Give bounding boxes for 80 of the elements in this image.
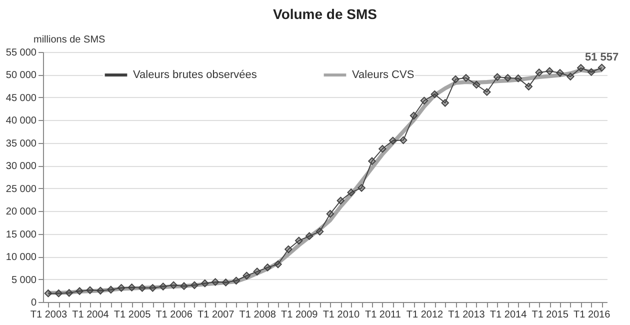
- point: [274, 260, 282, 268]
- y-tick-label: 20 000: [6, 206, 37, 218]
- point: [305, 232, 314, 240]
- point: [483, 88, 491, 96]
- x-tick-label: T1 2008: [239, 310, 276, 320]
- point: [399, 136, 408, 144]
- point: [242, 272, 251, 280]
- point: [452, 75, 460, 84]
- point: [441, 99, 449, 107]
- x-tick-label: T1 2009: [281, 310, 318, 320]
- point: [96, 286, 104, 294]
- point: [201, 280, 209, 288]
- point: [598, 64, 606, 72]
- x-tick-label: T1 2010: [322, 310, 360, 320]
- point: [159, 282, 167, 290]
- point: [170, 281, 178, 290]
- point: [358, 184, 366, 192]
- point: [368, 157, 376, 165]
- y-tick-label: 45 000: [6, 92, 37, 104]
- y-tick-label: 25 000: [6, 184, 37, 195]
- x-tick-label: T1 2006: [156, 310, 193, 320]
- x-tick-label: T1 2003: [30, 310, 68, 320]
- point: [493, 73, 502, 81]
- point: [566, 72, 574, 80]
- legend-label: Valeurs brutes observées: [133, 69, 258, 81]
- y-axis-title: millions de SMS: [34, 34, 106, 46]
- point: [190, 281, 198, 290]
- point: [326, 210, 334, 218]
- point: [316, 228, 324, 236]
- point: [389, 136, 397, 144]
- point: [138, 284, 146, 292]
- point: [577, 64, 585, 72]
- point: [284, 245, 292, 254]
- point: [514, 74, 522, 82]
- x-tick-label: T1 2012: [406, 310, 444, 320]
- point: [128, 284, 136, 292]
- point: [378, 144, 386, 153]
- point: [546, 67, 554, 75]
- point: [180, 282, 188, 290]
- point: [222, 278, 230, 286]
- y-tick-label: 50 000: [6, 70, 37, 82]
- y-tick-label: 55 000: [6, 48, 37, 58]
- y-tick-label: 40 000: [6, 116, 37, 127]
- x-tick-label: T1 2004: [72, 310, 110, 320]
- point: [410, 112, 418, 120]
- y-tick-label: 10 000: [6, 252, 37, 264]
- point: [86, 286, 94, 294]
- point: [535, 68, 543, 76]
- point: [430, 90, 439, 98]
- x-tick-label: T1 2007: [197, 310, 235, 320]
- point: [253, 268, 261, 276]
- y-tick-label: 30 000: [6, 161, 37, 172]
- point: [462, 74, 470, 82]
- point: [117, 284, 126, 292]
- point: [472, 80, 480, 89]
- x-tick-label: T1 2005: [114, 310, 152, 320]
- chart-title: Volume de SMS: [273, 6, 377, 22]
- point: [504, 74, 512, 82]
- x-tick-label: T1 2014: [490, 310, 528, 320]
- x-tick-label: T1 2013: [448, 310, 486, 320]
- x-tick-label: T1 2011: [364, 310, 402, 320]
- legend-label: Valeurs CVS: [352, 69, 414, 81]
- y-tick-label: 35 000: [6, 138, 37, 150]
- point: [556, 69, 564, 77]
- point: [232, 276, 240, 284]
- point: [420, 96, 428, 104]
- x-tick-label: T1 2015: [532, 310, 569, 320]
- y-tick-label: 0: [30, 298, 37, 308]
- point: [107, 286, 115, 294]
- point: [211, 278, 220, 286]
- x-tick-label: T1 2016: [573, 310, 611, 320]
- point: [295, 236, 303, 244]
- y-tick-label: 5 000: [11, 274, 37, 286]
- data-label: 51 557: [584, 52, 619, 64]
- y-tick-label: 15 000: [6, 229, 37, 240]
- point: [76, 287, 84, 295]
- point: [336, 196, 345, 204]
- point: [347, 188, 355, 196]
- point: [524, 82, 533, 90]
- point: [264, 264, 272, 272]
